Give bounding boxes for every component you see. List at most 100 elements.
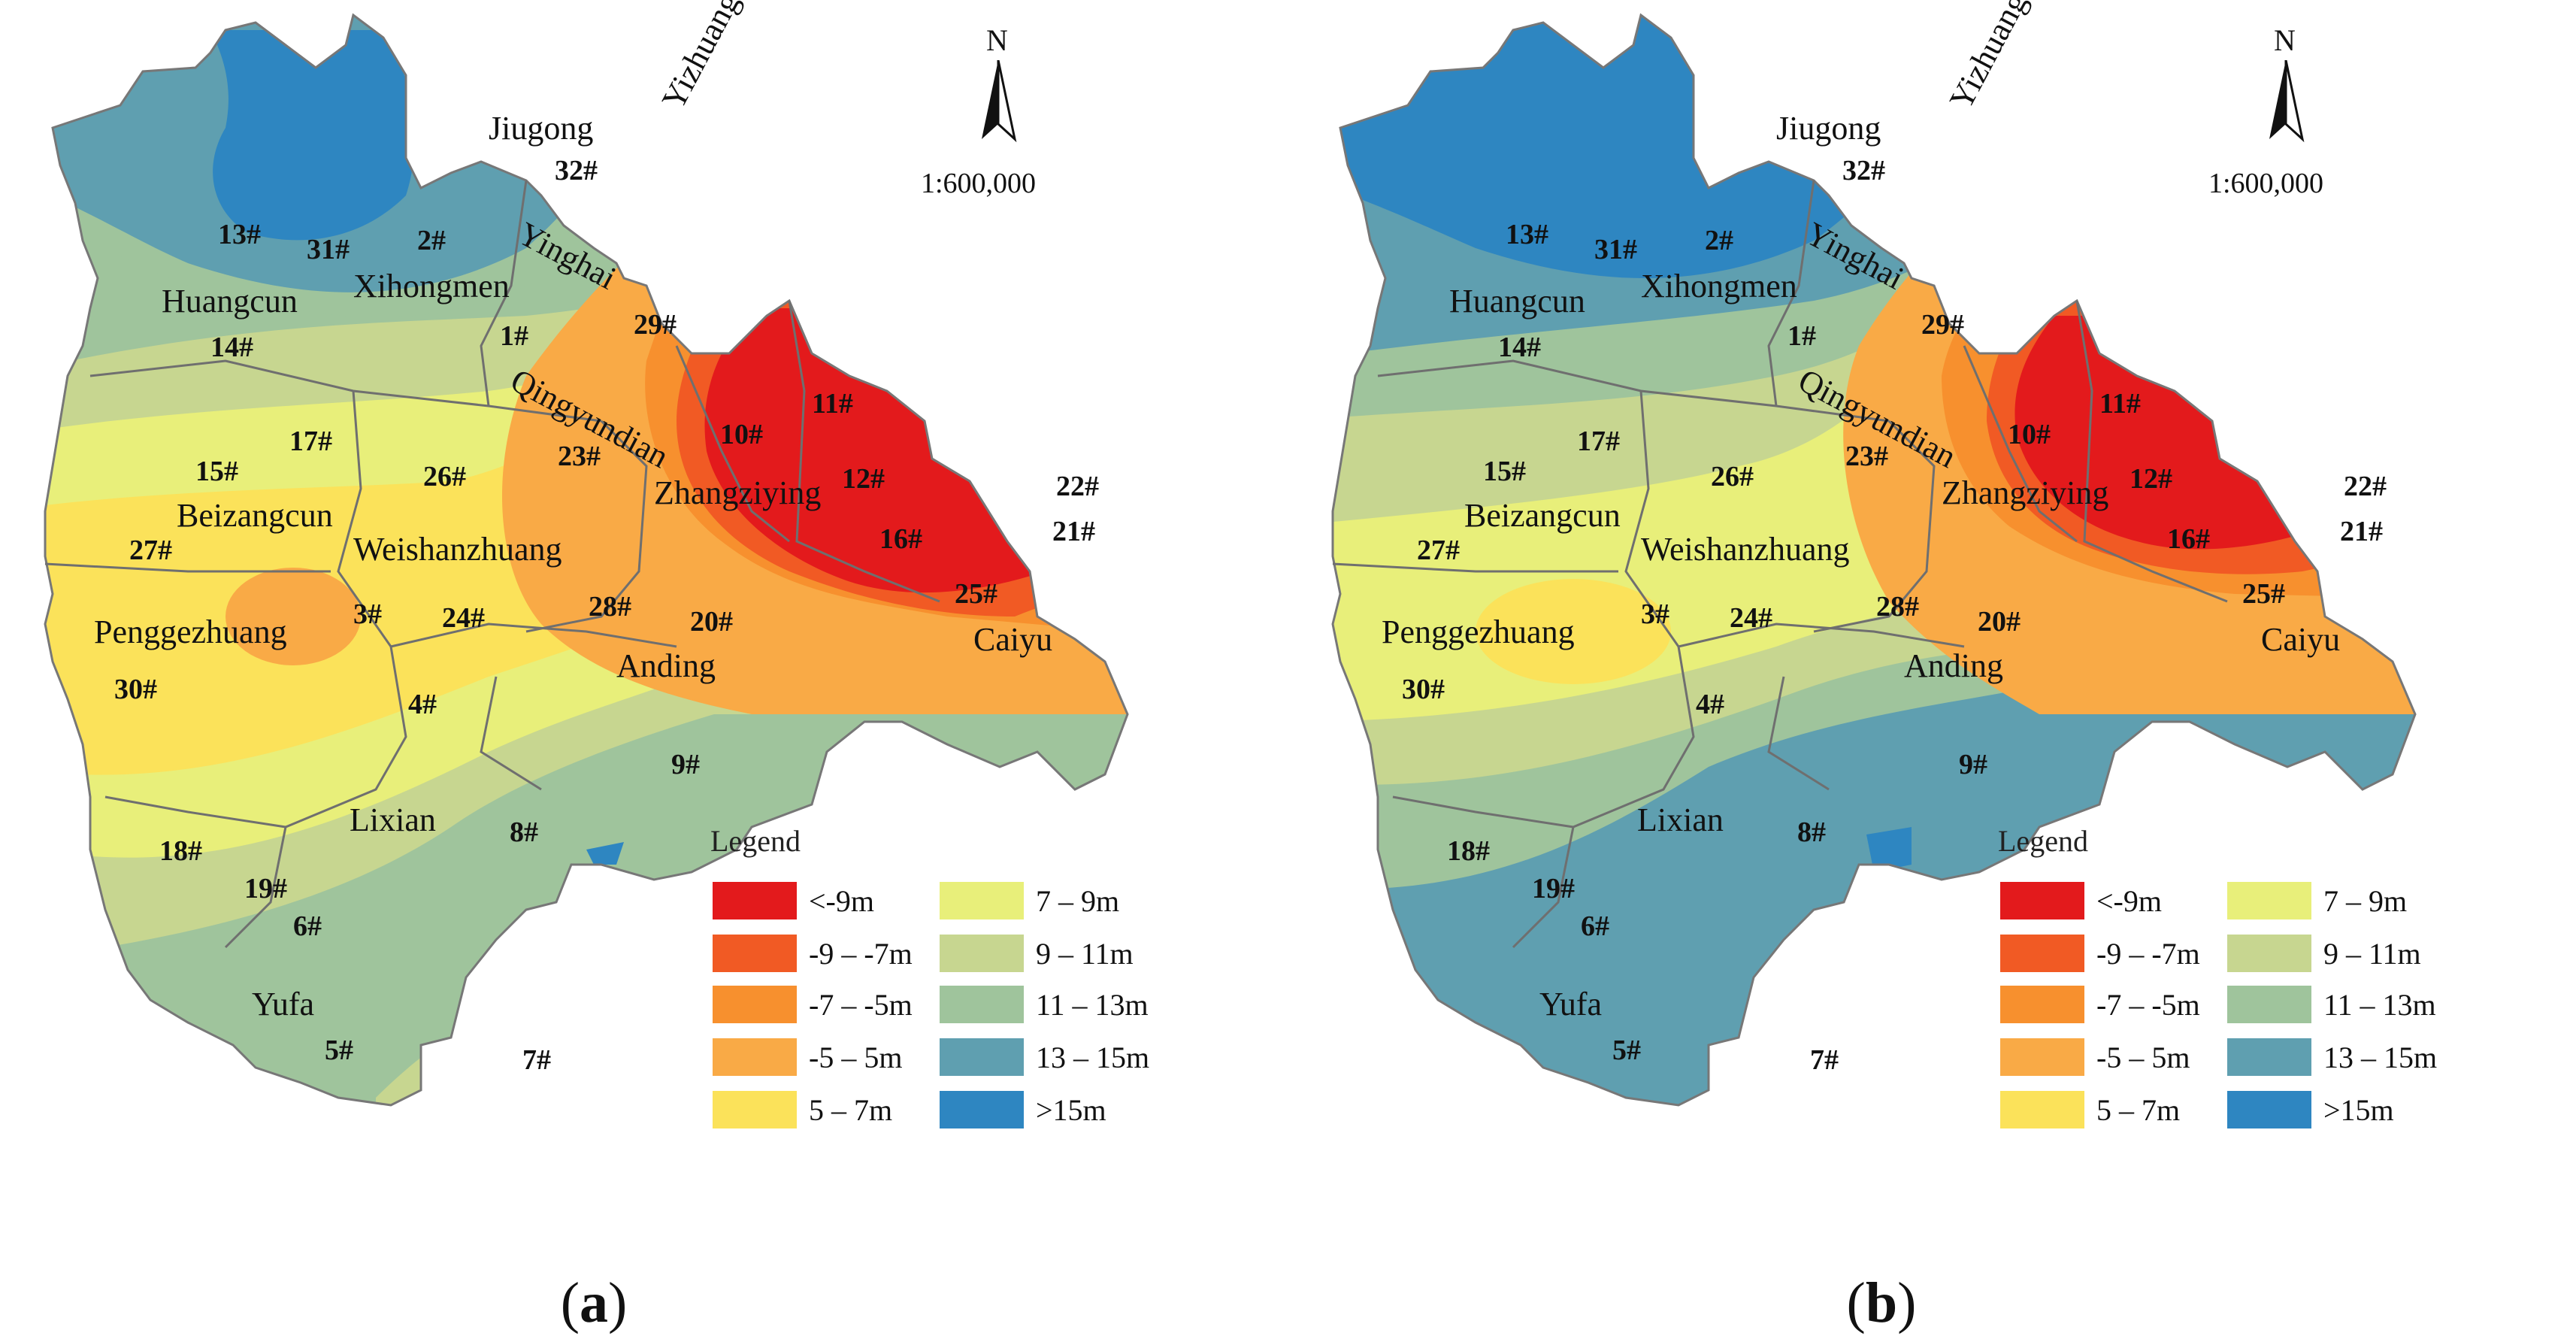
well-label: 27# xyxy=(129,535,172,566)
well-label: 11# xyxy=(812,388,853,420)
well-label: 10# xyxy=(2008,419,2051,450)
legend-label: 9 – 11m xyxy=(1036,936,1134,971)
well-label: 13# xyxy=(1506,219,1548,250)
well-label: 18# xyxy=(1447,835,1490,867)
north-arrow-icon xyxy=(2269,60,2305,143)
legend-item: <-9m xyxy=(2000,880,2162,922)
map-scale: 1:600,000 xyxy=(2208,168,2324,199)
place-label: Zhangziying xyxy=(654,474,822,511)
legend-swatch xyxy=(2000,882,2084,919)
legend-label: 11 – 13m xyxy=(1036,987,1149,1022)
legend-label: -9 – -7m xyxy=(809,936,913,971)
place-label: Penggezhuang xyxy=(1382,613,1575,650)
well-label: 30# xyxy=(114,674,157,705)
place-label: Beizangcun xyxy=(1464,497,1621,534)
well-label: 17# xyxy=(289,426,332,457)
well-label: 3# xyxy=(353,598,382,630)
place-label: Weishanzhuang xyxy=(353,531,562,568)
legend-swatch xyxy=(2227,882,2311,919)
place-label: Jiugong xyxy=(489,110,594,147)
well-label: 9# xyxy=(1959,749,1987,780)
well-label: 20# xyxy=(690,606,733,638)
legend-swatch xyxy=(940,882,1024,919)
legend-item: -5 – 5m xyxy=(713,1036,902,1078)
well-label: 9# xyxy=(671,749,700,780)
place-label: Huangcun xyxy=(1449,283,1585,320)
legend-item: 7 – 9m xyxy=(940,880,1119,922)
legend-label: 9 – 11m xyxy=(2323,936,2421,971)
north-label: N xyxy=(2274,23,2296,57)
legend-item: 5 – 7m xyxy=(2000,1089,2180,1131)
legend-item: <-9m xyxy=(713,880,874,922)
place-label: Yufa xyxy=(1539,986,1603,1022)
well-label: 21# xyxy=(2340,516,2383,547)
well-label: 23# xyxy=(558,441,601,472)
legend-item: 11 – 13m xyxy=(2227,983,2436,1025)
well-label: 2# xyxy=(1705,225,1733,256)
panel-caption: (a) xyxy=(560,1271,628,1334)
well-label: 20# xyxy=(1978,606,2021,638)
legend-item: 5 – 7m xyxy=(713,1089,892,1131)
legend-item: 13 – 15m xyxy=(940,1036,1149,1078)
legend-swatch xyxy=(2000,986,2084,1023)
legend-label: -5 – 5m xyxy=(2096,1040,2190,1074)
well-label: 31# xyxy=(307,234,350,265)
legend-label: 13 – 15m xyxy=(1036,1040,1150,1074)
township-boundaries-b xyxy=(1332,180,2228,949)
well-label: 18# xyxy=(159,835,202,867)
well-label: 14# xyxy=(210,332,253,363)
legend-item: 9 – 11m xyxy=(2227,932,2421,974)
well-label: 29# xyxy=(1921,309,1964,341)
legend-item: 13 – 15m xyxy=(2227,1036,2437,1078)
caption-letter: a xyxy=(580,1271,608,1334)
well-label: 2# xyxy=(417,225,446,256)
legend-swatch xyxy=(2000,1091,2084,1128)
well-label: 6# xyxy=(293,910,322,942)
legend-swatch xyxy=(2227,935,2311,972)
place-label: Penggezhuang xyxy=(94,613,287,650)
well-label: 1# xyxy=(1787,320,1816,352)
place-label: Xihongmen xyxy=(1641,268,1797,304)
well-label: 22# xyxy=(1056,471,1099,502)
well-label: 3# xyxy=(1641,598,1669,630)
well-label: 19# xyxy=(244,873,287,904)
well-label: 15# xyxy=(1483,456,1526,487)
legend-label: >15m xyxy=(2323,1092,2394,1127)
panel-caption: (b) xyxy=(1846,1271,1917,1334)
well-label: 32# xyxy=(555,155,598,186)
well-label: 21# xyxy=(1052,516,1095,547)
well-label: 1# xyxy=(500,320,528,352)
legend-label: 7 – 9m xyxy=(1036,883,1120,918)
legend-swatch xyxy=(940,986,1024,1023)
legend-label: 13 – 15m xyxy=(2323,1040,2438,1074)
well-label: 5# xyxy=(1612,1035,1641,1066)
well-label: 25# xyxy=(955,578,997,610)
place-label: Lixian xyxy=(350,801,436,838)
well-label: 11# xyxy=(2099,388,2141,420)
legend-label: <-9m xyxy=(809,883,874,918)
well-label: 22# xyxy=(2344,471,2387,502)
place-label: Lixian xyxy=(1637,801,1724,838)
well-label: 27# xyxy=(1417,535,1460,566)
place-label: Huangcun xyxy=(162,283,298,320)
legend-item: -7 – -5m xyxy=(2000,983,2200,1025)
legend-swatch xyxy=(713,882,797,919)
well-label: 8# xyxy=(510,816,538,848)
map-scale: 1:600,000 xyxy=(921,168,1037,199)
legend-swatch xyxy=(2000,935,2084,972)
legend-item: 7 – 9m xyxy=(2227,880,2407,922)
well-label: 28# xyxy=(1876,591,1919,623)
legend-swatch xyxy=(713,986,797,1023)
legend-label: -9 – -7m xyxy=(2096,936,2200,971)
place-label: Caiyu xyxy=(973,621,1053,658)
legend-swatch xyxy=(2227,1091,2311,1128)
well-label: 29# xyxy=(634,309,677,341)
well-label: 25# xyxy=(2242,578,2285,610)
legend-swatch xyxy=(2227,1038,2311,1076)
legend-item: >15m xyxy=(940,1089,1106,1131)
well-label: 10# xyxy=(720,419,763,450)
legend-item: -9 – -7m xyxy=(2000,932,2200,974)
legend-label: <-9m xyxy=(2096,883,2162,918)
legend-item: -9 – -7m xyxy=(713,932,913,974)
legend-label: 7 – 9m xyxy=(2323,883,2408,918)
